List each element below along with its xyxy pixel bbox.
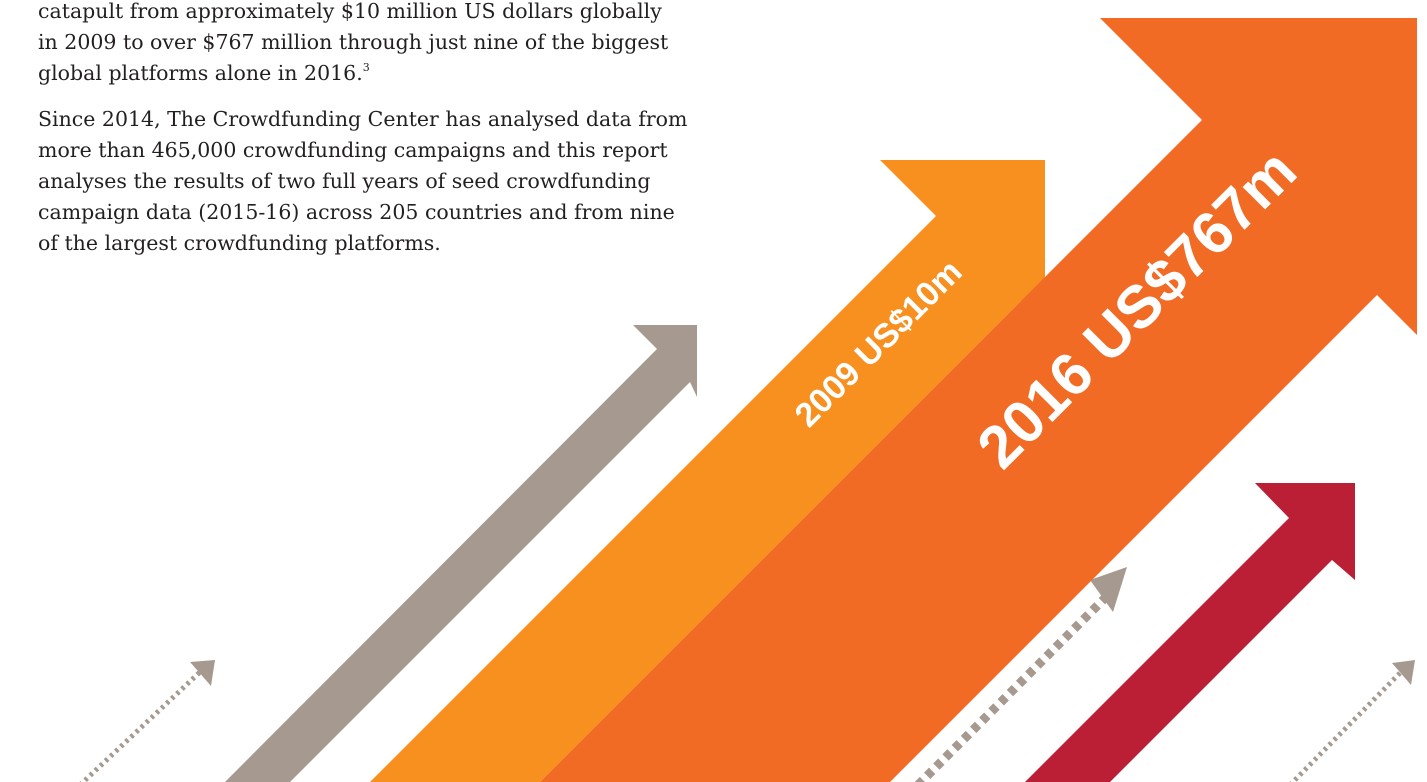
dotted-arrows (79, 594, 1402, 782)
arrow-head (190, 660, 215, 686)
dotted-arrow (1289, 671, 1402, 782)
light-orange-arrow (370, 160, 1045, 782)
body-text: catapult from approximately $10 million … (38, 0, 687, 274)
text-line: Since 2014, The Crowdfunding Center has … (38, 107, 688, 132)
paragraph: catapult from approximately $10 million … (38, 0, 687, 88)
gray-arrow (225, 325, 697, 782)
text-line: in 2009 to over $767 million through jus… (38, 29, 669, 54)
text-line: catapult from approximately $10 million … (38, 0, 662, 23)
dotted-arrow (79, 670, 202, 782)
text-line: of the largest crowdfunding platforms. (38, 230, 441, 255)
text-line: analyses the results of two full years o… (38, 168, 651, 193)
text-line: campaign data (2015-16) across 205 count… (38, 199, 675, 224)
arrow-head (1090, 567, 1127, 612)
red-arrow (1025, 483, 1355, 782)
paragraph: Since 2014, The Crowdfunding Center has … (38, 104, 687, 258)
text-line: more than 465,000 crowdfunding campaigns… (38, 138, 668, 163)
dotted-arrow (914, 594, 1109, 782)
footnote-ref: 3 (362, 60, 370, 74)
text-line: global platforms alone in 2016.3 (38, 60, 370, 85)
orange-arrow (540, 18, 1417, 782)
arrow-head (1392, 660, 1415, 685)
